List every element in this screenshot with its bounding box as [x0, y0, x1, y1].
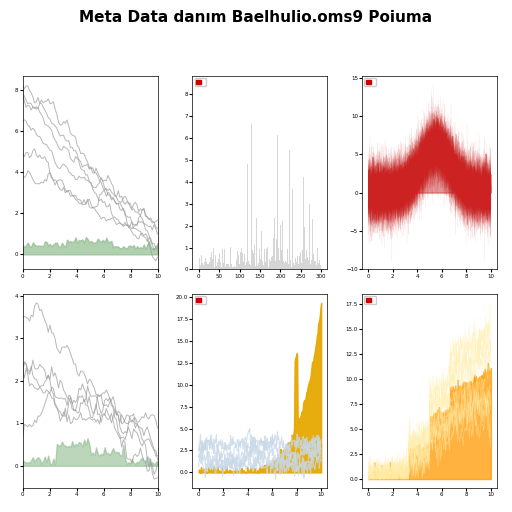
Legend: : [364, 78, 376, 86]
Legend: : [195, 78, 206, 86]
Text: Meta Data danım Baelhulio.oms9 Poiuma: Meta Data danım Baelhulio.oms9 Poiuma: [79, 10, 433, 25]
Legend: : [195, 296, 206, 304]
Legend: : [364, 296, 376, 304]
